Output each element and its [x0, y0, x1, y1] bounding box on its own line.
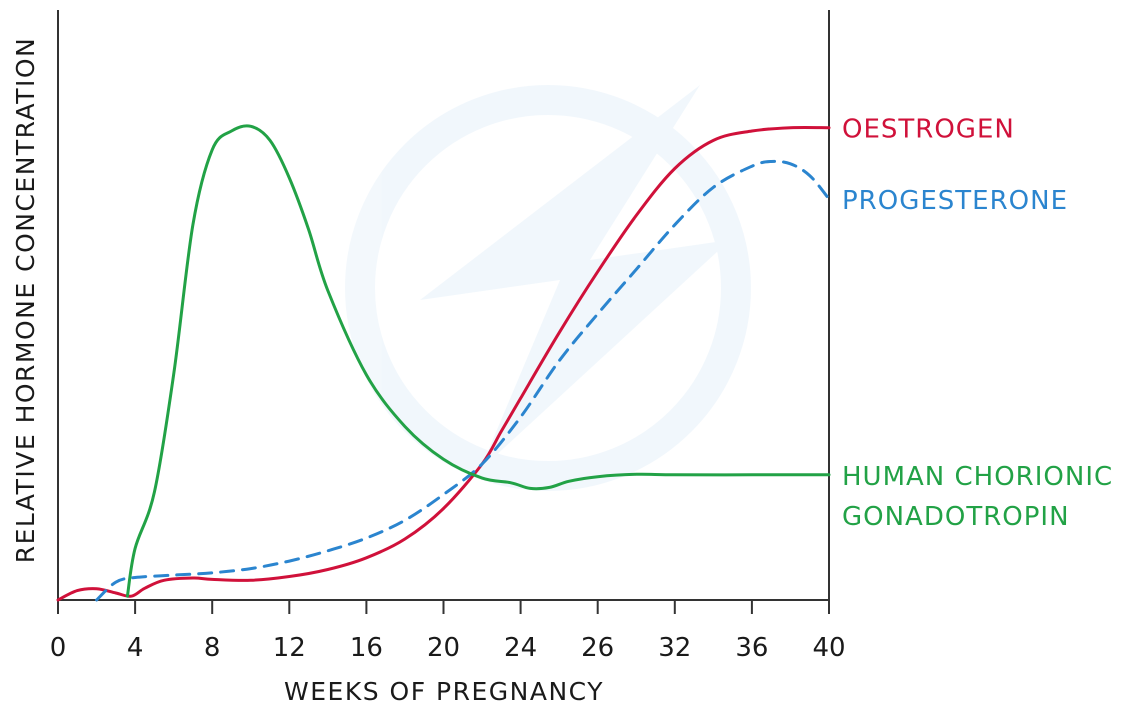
x-tick-label: 12: [273, 633, 306, 663]
oestrogen-label: OESTROGEN: [842, 115, 1015, 145]
x-tick-label: 24: [504, 633, 537, 663]
x-tick-label: 40: [812, 633, 845, 663]
x-tick-label: 16: [350, 633, 383, 663]
oestrogen-line: [56, 125, 831, 602]
human-chorionic-gonadotropin-label: GONADOTROPIN: [842, 502, 1070, 532]
x-tick-label: 0: [50, 633, 67, 663]
x-tick-label: 32: [658, 633, 691, 663]
x-tick-label: 20: [427, 633, 460, 663]
series-labels: OESTROGEN PROGESTERONE HUMAN CHORIONIC GONA…: [842, 115, 1113, 532]
x-tick-label: 36: [735, 633, 768, 663]
x-tick-label: 26: [581, 633, 614, 663]
series-lines: [56, 124, 831, 602]
human-chorionic-gonadotropin-line: [125, 124, 831, 598]
x-tick-label: 8: [204, 633, 221, 663]
watermark-logo: [345, 85, 751, 491]
progesterone-label: PROGESTERONE: [842, 186, 1068, 216]
x-axis-title: WEEKS OF PREGNANCY: [284, 677, 604, 706]
human-chorionic-gonadotropin-label: HUMAN CHORIONIC: [842, 462, 1113, 492]
progesterone-line: [95, 159, 831, 602]
x-tick-label: 4: [127, 633, 144, 663]
axes: 0 4 8 12 16 20 24 26 32 36 40: [50, 10, 846, 663]
y-axis-title: RELATIVE HORMONE CONCENTRATION: [11, 37, 40, 563]
